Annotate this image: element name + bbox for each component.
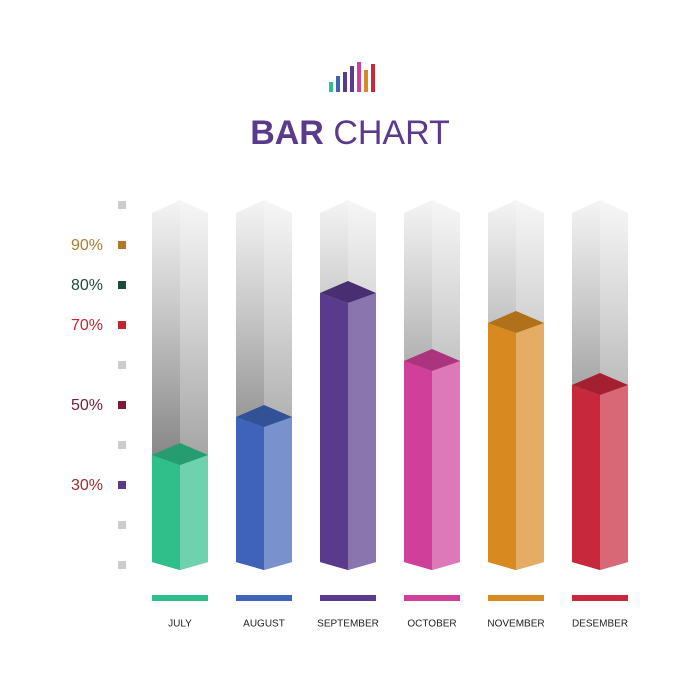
bar-left-face bbox=[488, 323, 516, 570]
bar-right-face bbox=[264, 417, 292, 570]
bar bbox=[152, 443, 208, 570]
bar-right-shade bbox=[432, 361, 460, 570]
bar-left-face bbox=[152, 455, 180, 570]
y-tick-marker bbox=[118, 321, 126, 329]
y-tick-marker bbox=[118, 481, 126, 489]
bar-top-shade bbox=[572, 373, 628, 395]
bar-top-shade bbox=[320, 281, 376, 303]
y-tick-label: 30% bbox=[71, 477, 103, 494]
y-tick-marker bbox=[118, 441, 126, 449]
x-tick-label: DESEMBER bbox=[572, 619, 628, 630]
bar-left-face bbox=[572, 385, 600, 570]
chart-title: BAR CHART bbox=[250, 114, 450, 152]
bar-right-shade bbox=[180, 455, 208, 570]
y-tick-label: 70% bbox=[71, 317, 103, 334]
category-swatch bbox=[488, 595, 544, 601]
y-tick-marker bbox=[118, 361, 126, 369]
bar bbox=[236, 405, 292, 570]
bar-right-face bbox=[516, 323, 544, 570]
y-tick-label: 50% bbox=[71, 397, 103, 414]
bar-left-face bbox=[236, 417, 264, 570]
category-swatch bbox=[236, 595, 292, 601]
bar-top-face bbox=[236, 405, 292, 427]
bar bbox=[572, 373, 628, 570]
y-tick-label: 80% bbox=[71, 277, 103, 294]
bar-top-shade bbox=[488, 311, 544, 333]
bar-right-face bbox=[600, 385, 628, 570]
category-swatch bbox=[320, 595, 376, 601]
y-tick-marker bbox=[118, 401, 126, 409]
category-swatch bbox=[404, 595, 460, 601]
bar-top-face bbox=[152, 443, 208, 465]
x-tick-label: SEPTEMBER bbox=[317, 619, 379, 630]
bar-right-face bbox=[180, 455, 208, 570]
x-tick-label: JULY bbox=[168, 619, 192, 630]
bar-top-shade bbox=[236, 405, 292, 427]
title-rest: CHART bbox=[333, 114, 450, 152]
y-tick-marker bbox=[118, 241, 126, 249]
bar-right-shade bbox=[516, 323, 544, 570]
bar-left-face bbox=[404, 361, 432, 570]
x-tick-label: NOVEMBER bbox=[487, 619, 544, 630]
bar-top-face bbox=[320, 281, 376, 303]
title-bold: BAR bbox=[250, 114, 324, 152]
bar-right-shade bbox=[348, 293, 376, 570]
y-tick-marker bbox=[118, 201, 126, 209]
bar bbox=[320, 281, 376, 570]
y-tick-marker bbox=[118, 521, 126, 529]
bar bbox=[404, 349, 460, 570]
bar-right-shade bbox=[600, 385, 628, 570]
bar-top-face bbox=[404, 349, 460, 371]
bar-left-face bbox=[320, 293, 348, 570]
y-tick-marker bbox=[118, 561, 126, 569]
y-tick-marker bbox=[118, 281, 126, 289]
bar-top-shade bbox=[404, 349, 460, 371]
bar-top-face bbox=[572, 373, 628, 395]
category-swatch bbox=[152, 595, 208, 601]
bar bbox=[488, 311, 544, 570]
bar-right-face bbox=[348, 293, 376, 570]
bar-top-shade bbox=[152, 443, 208, 465]
bar-right-shade bbox=[264, 417, 292, 570]
bar-top-face bbox=[488, 311, 544, 333]
x-tick-label: OCTOBER bbox=[407, 619, 456, 630]
category-swatch bbox=[572, 595, 628, 601]
logo-icon bbox=[329, 62, 375, 92]
y-tick-label: 90% bbox=[71, 237, 103, 254]
x-tick-label: AUGUST bbox=[243, 619, 285, 630]
bar-right-face bbox=[432, 361, 460, 570]
